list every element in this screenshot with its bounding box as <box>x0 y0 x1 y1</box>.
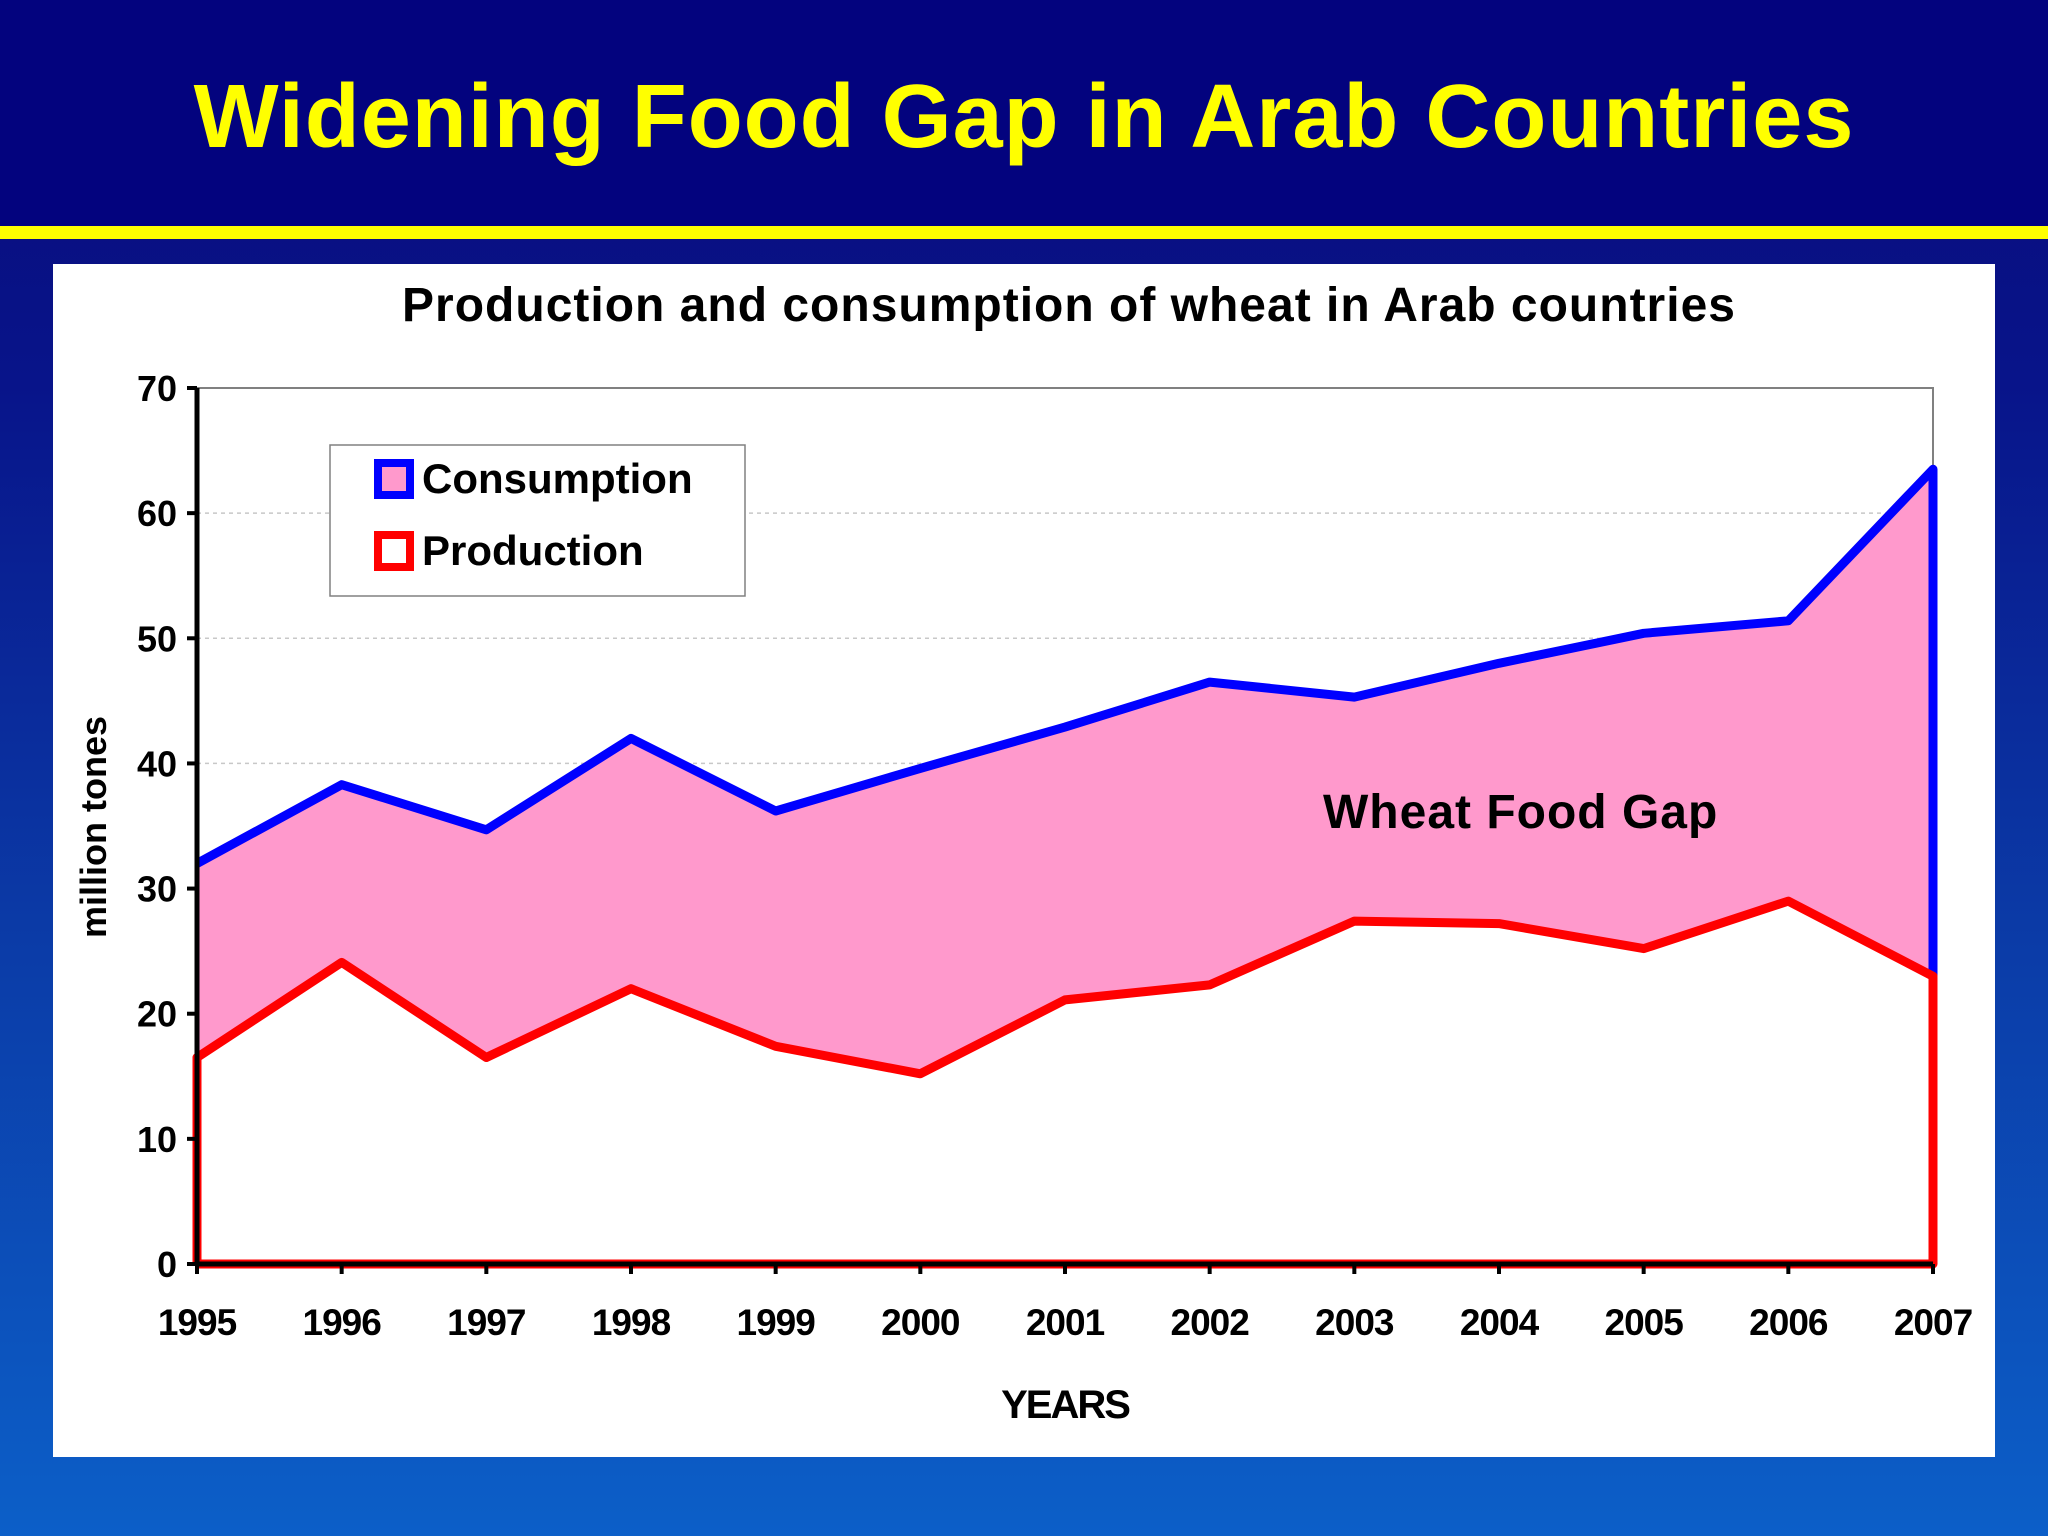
y-tick-label: 40 <box>137 743 177 784</box>
x-tick-label: 1997 <box>447 1302 525 1343</box>
legend-label-production: Production <box>422 527 644 574</box>
x-tick-label: 1999 <box>737 1302 816 1343</box>
title-underline <box>0 226 2048 239</box>
y-tick-label: 10 <box>137 1119 177 1160</box>
y-axis-ticks: 0 10 20 30 40 50 60 70 <box>137 368 197 1285</box>
chart-title: Production and consumption of wheat in A… <box>402 279 1736 332</box>
y-tick-label: 20 <box>137 994 177 1035</box>
legend-swatch-production <box>374 531 414 571</box>
chart-panel: Production and consumption of wheat in A… <box>53 264 1995 1457</box>
y-tick-label: 0 <box>157 1244 177 1285</box>
slide-title: Widening Food Gap in Arab Countries <box>193 67 1855 167</box>
legend-label-consumption: Consumption <box>422 455 693 502</box>
x-tick-label: 2007 <box>1894 1302 1972 1343</box>
x-tick-label: 2001 <box>1026 1302 1105 1343</box>
title-bar <box>0 0 2048 226</box>
y-tick-label: 50 <box>137 618 177 659</box>
legend-swatch-consumption <box>374 459 414 499</box>
x-tick-label: 1996 <box>303 1302 382 1343</box>
x-axis-ticks: 1995 1996 1997 1998 1999 2000 2001 2002 2003 2004… <box>158 1264 1973 1343</box>
y-axis-label: million tones <box>73 716 114 938</box>
x-tick-label: 2006 <box>1749 1302 1828 1343</box>
x-tick-label: 2002 <box>1171 1302 1250 1343</box>
annotation-wheat-food-gap: Wheat Food Gap <box>1323 786 1718 839</box>
y-tick-label: 70 <box>137 368 177 409</box>
y-tick-label: 60 <box>137 493 177 534</box>
x-tick-label: 2004 <box>1460 1302 1540 1343</box>
x-tick-label: 1998 <box>592 1302 671 1343</box>
production-series-line <box>192 896 1938 1269</box>
consumption-series-line <box>194 464 1938 977</box>
legend: Consumption Production <box>329 444 746 597</box>
y-tick-label: 30 <box>137 869 177 910</box>
x-tick-label: 2003 <box>1315 1302 1394 1343</box>
x-tick-label: 2005 <box>1605 1302 1684 1343</box>
x-axis-label: YEARS <box>1001 1383 1130 1427</box>
wheat-chart: Production and consumption of wheat in A… <box>73 279 1973 1427</box>
x-tick-label: 1995 <box>158 1302 237 1343</box>
x-tick-label: 2000 <box>881 1302 960 1343</box>
